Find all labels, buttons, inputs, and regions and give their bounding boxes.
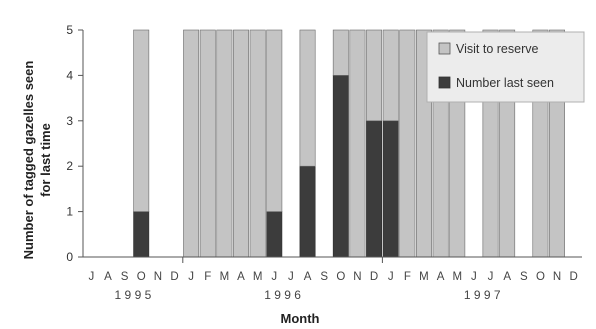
bar-visit-7 xyxy=(199,29,216,258)
x-tick-label: D xyxy=(170,271,178,283)
x-tick-label: N xyxy=(553,271,561,283)
bar-visit-17 xyxy=(366,29,383,122)
bar-visit-13 xyxy=(299,29,316,167)
x-tick-label: O xyxy=(336,271,345,283)
legend-label-visit: Visit to reserve xyxy=(456,42,538,56)
bar-visit-11 xyxy=(266,29,283,212)
bars-group xyxy=(133,29,566,258)
y-axis-label-line-1: Number of tagged gazelles seen xyxy=(21,60,36,260)
year-label: 1 9 9 5 xyxy=(115,288,152,302)
x-tick-label: S xyxy=(520,271,528,283)
x-tick-label: N xyxy=(353,271,361,283)
x-tick-label: M xyxy=(220,271,230,283)
legend-swatch-last-seen xyxy=(438,76,451,89)
legend: Visit to reserve Number last seen xyxy=(426,31,585,103)
bar-visit-19 xyxy=(399,29,416,258)
y-tick-label: 0 xyxy=(66,250,73,264)
bar-visit-10 xyxy=(249,29,266,258)
bar-last-seen-15 xyxy=(332,75,349,258)
bar-last-seen-13 xyxy=(299,165,316,258)
y-tick-labels: 0 1 2 3 4 5 xyxy=(66,23,73,264)
x-tick-label: M xyxy=(419,271,429,283)
y-tick-label: 5 xyxy=(66,23,73,37)
bar-visit-3 xyxy=(133,29,150,212)
y-axis-label: Number of tagged gazelles seen for last … xyxy=(2,40,72,280)
x-tick-label: A xyxy=(437,271,445,283)
y-tick-label: 3 xyxy=(66,114,73,128)
bar-last-seen-3 xyxy=(133,211,150,258)
legend-label-last-seen: Number last seen xyxy=(456,76,554,90)
x-tick-label: F xyxy=(404,271,411,283)
bar-last-seen-17 xyxy=(366,120,383,258)
x-tick-label: J xyxy=(188,271,194,283)
x-tick-label: S xyxy=(121,271,129,283)
x-tick-label: D xyxy=(570,271,578,283)
bar-visit-8 xyxy=(216,29,233,258)
x-tick-label: J xyxy=(388,271,394,283)
bar-last-seen-11 xyxy=(266,211,283,258)
x-tick-label: J xyxy=(488,271,494,283)
x-tick-label: F xyxy=(204,271,211,283)
axes-group xyxy=(78,29,582,263)
x-tick-label: O xyxy=(536,271,545,283)
bar-visit-16 xyxy=(349,29,366,258)
x-tick-label: O xyxy=(137,271,146,283)
y-tick-label: 2 xyxy=(66,159,73,173)
bar-last-seen-18 xyxy=(382,120,399,258)
bar-visit-15 xyxy=(332,29,349,76)
x-tick-label: A xyxy=(503,271,511,283)
year-label: 1 9 9 7 xyxy=(464,288,501,302)
x-tick-label: A xyxy=(237,271,245,283)
y-axis-label-line-2: for last time xyxy=(38,123,53,197)
year-label: 1 9 9 6 xyxy=(264,288,301,302)
x-tick-label: J xyxy=(471,271,477,283)
x-tick-label: J xyxy=(271,271,277,283)
x-tick-label: A xyxy=(104,271,112,283)
x-tick-label: J xyxy=(288,271,294,283)
legend-swatch-visit xyxy=(438,42,451,55)
x-tick-label: A xyxy=(304,271,312,283)
x-tick-label: M xyxy=(253,271,263,283)
bar-visit-6 xyxy=(183,29,200,258)
legend-box xyxy=(426,31,585,103)
x-tick-label: M xyxy=(452,271,462,283)
y-tick-label: 4 xyxy=(66,68,73,82)
x-tick-label: N xyxy=(154,271,162,283)
bar-visit-18 xyxy=(382,29,399,122)
x-axis-label: Month xyxy=(280,311,320,326)
bar-visit-9 xyxy=(233,29,249,258)
x-tick-label: S xyxy=(320,271,328,283)
x-tick-label: D xyxy=(370,271,378,283)
y-tick-label: 1 xyxy=(66,205,73,219)
x-tick-label: J xyxy=(88,271,94,283)
